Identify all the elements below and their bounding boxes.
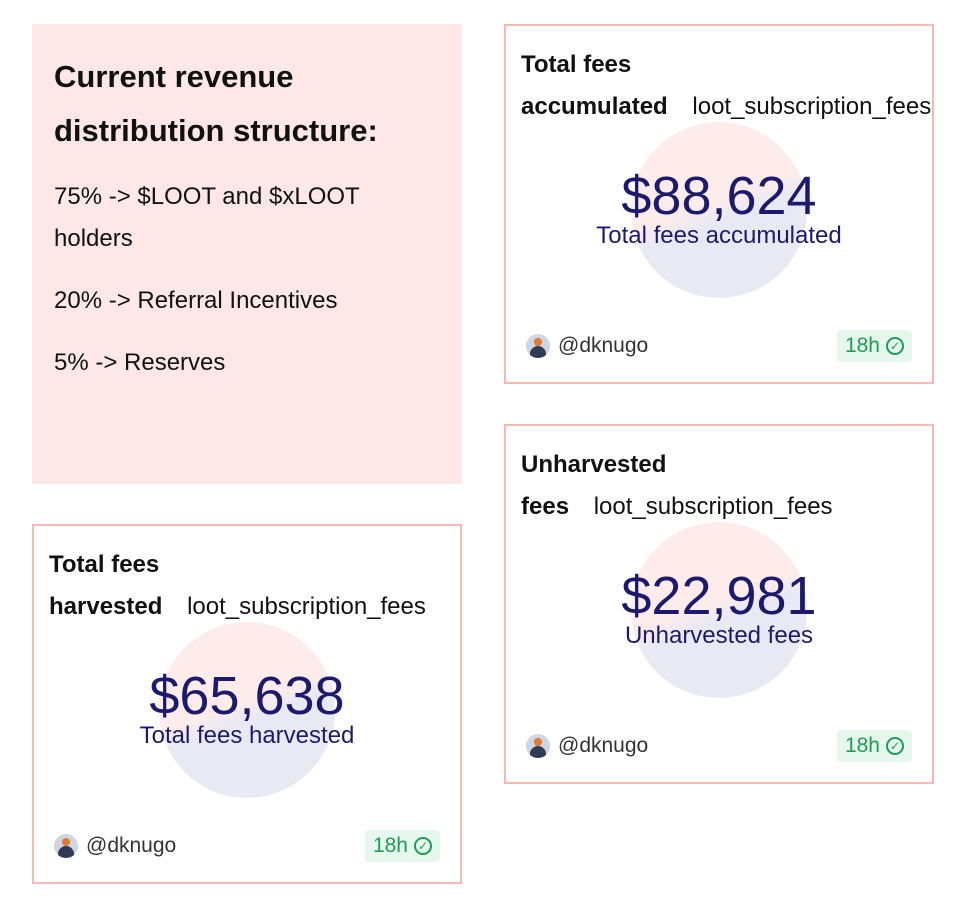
counter-caption: Unharvested fees <box>624 622 814 649</box>
query-name-link[interactable]: loot_subscription_fees <box>187 593 426 620</box>
counter-card-total-fees-harvested[interactable]: Total fees harvested loot_subscription_f… <box>32 524 462 884</box>
counter-background-circle <box>631 122 807 298</box>
query-name-link[interactable]: loot_subscription_fees <box>692 93 932 120</box>
verified-check-icon: ✓ <box>886 337 904 355</box>
verified-check-icon: ✓ <box>886 737 904 755</box>
counter-value: $88,624 <box>621 166 817 226</box>
counter-card-unharvested-fees[interactable]: Unharvested fees loot_subscription_fees … <box>504 424 934 784</box>
avatar[interactable] <box>54 834 78 858</box>
note-line: 20% -> Referral Incentives <box>54 287 338 314</box>
note-title: Current revenue distribution structure: <box>54 59 378 148</box>
card-title-line2: harvested <box>49 593 163 620</box>
updated-badge: 18h ✓ <box>364 830 440 862</box>
avatar[interactable] <box>526 334 550 358</box>
card-title: Total fees harvested loot_subscription_f… <box>49 544 459 628</box>
card-title: Total fees accumulated loot_subscription… <box>521 44 931 128</box>
card-footer: @dknugo 18h ✓ <box>54 830 440 862</box>
card-title-line1: Unharvested <box>521 451 667 478</box>
author-link[interactable]: @dknugo <box>86 834 177 857</box>
card-footer: @dknugo 18h ✓ <box>526 330 912 362</box>
note-line: 5% -> Reserves <box>54 349 226 376</box>
counter-background-circle <box>159 622 335 798</box>
author-link[interactable]: @dknugo <box>558 334 649 357</box>
card-title-line2: accumulated <box>521 93 668 120</box>
card-footer: @dknugo 18h ✓ <box>526 730 912 762</box>
verified-check-icon: ✓ <box>414 837 432 855</box>
counter-background-circle <box>631 522 807 698</box>
card-title-line1: Total fees <box>521 51 632 78</box>
counter-value: $65,638 <box>149 666 345 726</box>
note-line: 75% -> $LOOT and $xLOOT holders <box>54 183 360 252</box>
card-title: Unharvested fees loot_subscription_fees <box>521 444 931 528</box>
card-title-line2: fees <box>521 493 570 520</box>
author-link[interactable]: @dknugo <box>558 734 649 757</box>
counter-caption: Total fees harvested <box>139 722 355 749</box>
updated-age: 18h <box>844 734 880 757</box>
text-panel: Current revenue distribution structure: … <box>32 24 462 484</box>
query-name-link[interactable]: loot_subscription_fees <box>593 493 833 520</box>
card-title-line1: Total fees <box>49 551 160 578</box>
updated-age: 18h <box>844 334 880 357</box>
updated-badge: 18h ✓ <box>836 730 912 762</box>
updated-age: 18h <box>372 834 408 857</box>
avatar[interactable] <box>526 734 550 758</box>
counter-value: $22,981 <box>621 566 817 626</box>
updated-badge: 18h ✓ <box>836 330 912 362</box>
counter-card-total-fees-accumulated[interactable]: Total fees accumulated loot_subscription… <box>504 24 934 384</box>
counter-caption: Total fees accumulated <box>596 222 842 249</box>
